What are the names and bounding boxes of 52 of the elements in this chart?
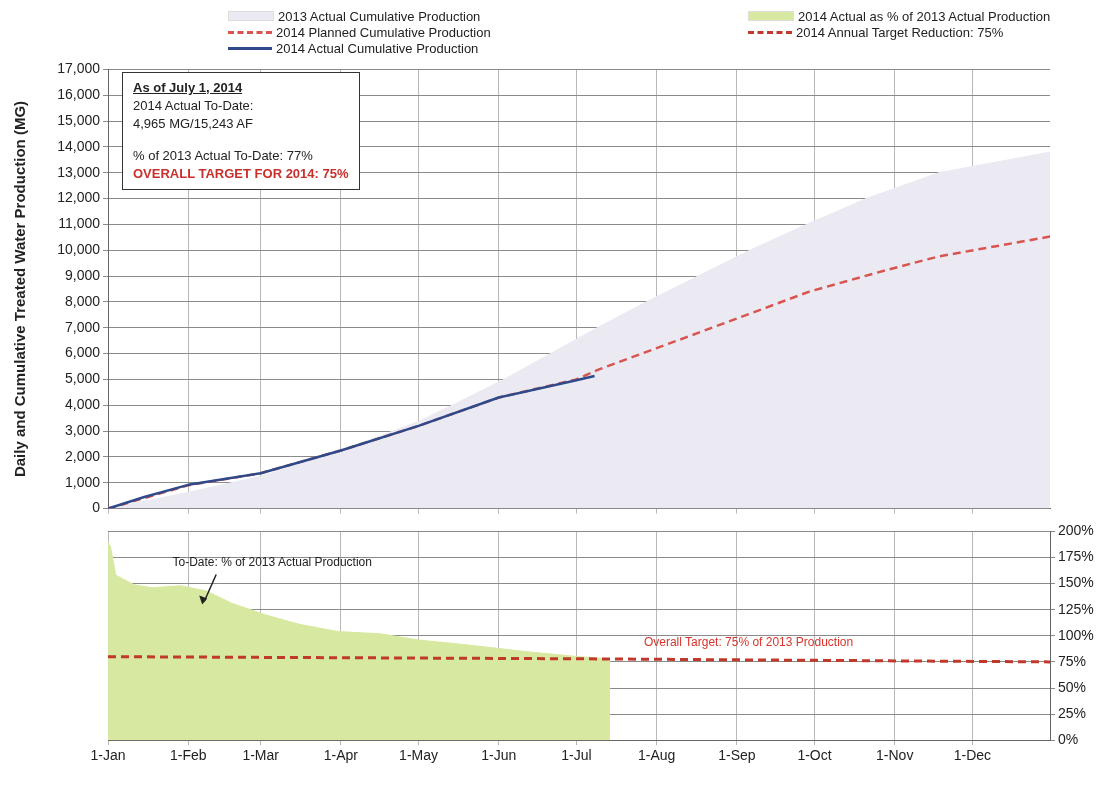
y2-tick-label: 0% xyxy=(1058,731,1079,748)
annotation: 4,965 MG/15,243 AF xyxy=(133,115,254,133)
x-tick-label: 1-Jul xyxy=(561,747,592,764)
y2-tick-label: 125% xyxy=(1058,600,1094,617)
x-tick-label: 1-Apr xyxy=(323,747,359,764)
annotation: To-Date: % of 2013 Actual Production xyxy=(172,554,372,569)
y-tick-label: 16,000 xyxy=(57,86,101,103)
legend-label: 2014 Annual Target Reduction: 75% xyxy=(796,24,1004,40)
y-tick-label: 1,000 xyxy=(64,473,101,490)
x-tick-label: 1-Jan xyxy=(90,747,126,764)
y-tick-label: 4,000 xyxy=(64,396,101,413)
x-tick-label: 1-Mar xyxy=(242,747,280,764)
y-axis-title: Daily and Cumulative Treated Water Production (MG) xyxy=(11,100,29,478)
x-tick-label: 1-Oct xyxy=(797,747,832,764)
x-tick-label: 1-Aug xyxy=(637,747,676,764)
x-tick-label: 1-Sep xyxy=(718,747,756,764)
y-tick-label: 12,000 xyxy=(57,189,101,206)
annotation: % of 2013 Actual To-Date: 77% xyxy=(133,147,314,165)
y2-tick-label: 175% xyxy=(1058,548,1094,565)
y2-tick-label: 100% xyxy=(1058,626,1094,643)
annotation: 2014 Actual To-Date: xyxy=(133,97,255,115)
legend-label: 2013 Actual Cumulative Production xyxy=(278,8,481,24)
y-tick-label: 0 xyxy=(92,499,101,516)
y2-tick-label: 50% xyxy=(1058,678,1087,695)
y-tick-label: 7,000 xyxy=(64,318,101,335)
y2-tick-label: 200% xyxy=(1058,522,1094,539)
y-tick-label: 10,000 xyxy=(57,241,101,258)
y-tick-label: 5,000 xyxy=(64,370,101,387)
legend-label: 2014 Actual as % of 2013 Actual Production xyxy=(798,8,1051,24)
y-tick-label: 11,000 xyxy=(58,215,101,232)
y-tick-label: 13,000 xyxy=(57,163,101,180)
y-tick-label: 2,000 xyxy=(64,447,101,464)
y-tick-label: 3,000 xyxy=(64,421,101,438)
y-tick-label: 9,000 xyxy=(64,266,101,283)
y-tick-label: 8,000 xyxy=(64,292,101,309)
x-tick-label: 1-Jun xyxy=(481,747,517,764)
annotation: OVERALL TARGET FOR 2014: 75% xyxy=(133,165,349,183)
x-tick-label: 1-Dec xyxy=(953,747,992,764)
y-tick-label: 15,000 xyxy=(57,111,101,128)
y2-tick-label: 150% xyxy=(1058,574,1094,591)
y2-tick-label: 75% xyxy=(1058,652,1087,669)
y-tick-label: 6,000 xyxy=(64,344,101,361)
annotation: Overall Target: 75% of 2013 Production xyxy=(643,634,854,649)
y-tick-label: 14,000 xyxy=(57,137,101,154)
y2-tick-label: 25% xyxy=(1058,704,1087,721)
x-tick-label: 1-May xyxy=(399,747,438,764)
legend-label: 2014 Planned Cumulative Production xyxy=(276,24,491,40)
annotation: As of July 1, 2014 xyxy=(133,79,244,97)
y-tick-label: 17,000 xyxy=(57,60,101,77)
legend-label: 2014 Actual Cumulative Production xyxy=(276,40,479,56)
x-tick-label: 1-Feb xyxy=(169,747,207,764)
x-tick-label: 1-Nov xyxy=(876,747,914,764)
